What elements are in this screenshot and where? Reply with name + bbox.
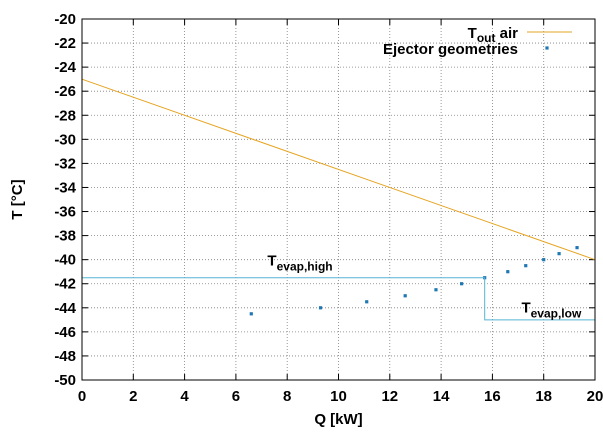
ejector-geometry-point xyxy=(575,246,579,250)
tout-air-line xyxy=(81,78,596,261)
grid xyxy=(82,19,595,380)
x-tick-label: 16 xyxy=(484,388,501,405)
x-tick-label: 18 xyxy=(535,388,552,405)
y-tick-label: -44 xyxy=(54,300,76,317)
legend-label-tail: air xyxy=(495,25,518,42)
x-tick-label: 20 xyxy=(587,388,603,405)
x-axis-ticks: 0 2 4 6 8 10 12 14 16 18 20 xyxy=(78,19,603,405)
legend-ejector-swatch xyxy=(545,46,549,50)
ejector-geometry-point xyxy=(249,312,253,316)
y-tick-label: -34 xyxy=(54,179,76,196)
annotation-subscript: evap,high xyxy=(277,260,333,274)
y-tick-label: -20 xyxy=(54,11,76,28)
x-tick-label: 4 xyxy=(180,388,189,405)
annotation-label: Tevap,low xyxy=(521,300,582,321)
x-tick-label: 8 xyxy=(283,388,291,405)
y-tick-label: -32 xyxy=(54,155,76,172)
y-tick-label: -28 xyxy=(54,107,76,124)
y-tick-label: -50 xyxy=(54,372,76,389)
y-tick-label: -38 xyxy=(54,228,76,245)
ejector-geometry-point xyxy=(524,264,528,268)
y-axis-ticks: -50 -48 -46 -44 -42 -40 -38 -36 -34 -32 -30 -28 -26 -… xyxy=(54,11,595,389)
annotation-main: T xyxy=(267,253,276,270)
ejector-geometry-point xyxy=(506,270,510,274)
legend-label-main: T xyxy=(468,25,477,42)
annotation-label: Tevap,high xyxy=(267,253,332,274)
plot-frame xyxy=(81,18,596,381)
ejector-geometry-point xyxy=(403,294,407,298)
y-axis-title: T [°C] xyxy=(9,179,26,219)
y-tick-label: -40 xyxy=(54,252,76,269)
x-tick-label: 10 xyxy=(330,388,347,405)
tevap-step-line xyxy=(82,277,595,321)
y-tick-label: -22 xyxy=(54,35,76,52)
y-tick-label: -48 xyxy=(54,348,76,365)
ejector-geometry-point xyxy=(542,258,546,262)
annotation-subscript: evap,low xyxy=(531,307,582,321)
y-tick-label: -24 xyxy=(54,59,76,76)
legend-ejector-label: Ejector geometries xyxy=(383,41,518,58)
ejector-geometry-point xyxy=(318,306,323,310)
legend-tout-air-label: Tout air xyxy=(468,25,519,45)
y-tick-label: -46 xyxy=(54,324,76,341)
annotation-main: T xyxy=(521,300,530,317)
ejector-geometry-point xyxy=(557,252,561,256)
ejector-geometry-point xyxy=(434,288,438,292)
y-tick-label: -36 xyxy=(54,204,76,221)
x-tick-label: 12 xyxy=(381,388,398,405)
ejector-geometry-point xyxy=(460,282,464,286)
y-tick-label: -42 xyxy=(54,276,76,293)
x-tick-label: 2 xyxy=(129,388,137,405)
ejector-geometry-point xyxy=(365,300,369,304)
plot-series xyxy=(81,78,596,321)
y-tick-label: -26 xyxy=(54,83,76,100)
y-tick-label: -30 xyxy=(54,131,76,148)
legend-label-subscript: out xyxy=(477,31,496,45)
x-tick-label: 14 xyxy=(433,388,450,405)
x-tick-label: 0 xyxy=(78,388,86,405)
x-axis-title: Q [kW] xyxy=(314,411,362,428)
x-tick-label: 6 xyxy=(232,388,240,405)
